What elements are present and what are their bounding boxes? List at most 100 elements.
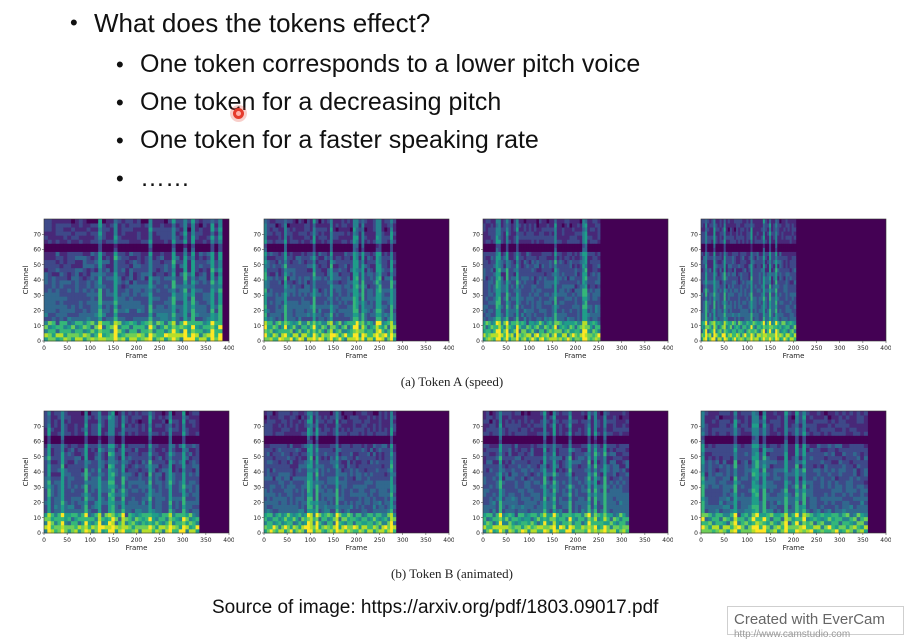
y-axis-label: Channel (242, 458, 250, 487)
x-tick-label: 100 (524, 537, 536, 544)
x-tick-label: 400 (223, 345, 234, 352)
x-tick-label: 400 (223, 537, 234, 544)
x-axis-label: Frame (565, 544, 587, 552)
x-tick-label: 200 (570, 537, 582, 544)
x-tick-label: 100 (85, 537, 97, 544)
y-tick-label: 10 (472, 323, 480, 330)
x-tick-label: 150 (765, 345, 777, 352)
y-tick-label: 60 (253, 247, 261, 254)
y-tick-label: 10 (472, 515, 480, 522)
y-tick-label: 50 (472, 454, 480, 461)
y-tick-label: 50 (690, 454, 698, 461)
y-tick-label: 0 (37, 338, 41, 345)
x-tick-label: 50 (720, 537, 728, 544)
x-tick-label: 250 (154, 537, 166, 544)
x-tick-label: 300 (616, 537, 628, 544)
y-tick-label: 50 (253, 454, 261, 461)
x-tick-label: 150 (547, 345, 559, 352)
sub-bullet-2: One token for a decreasing pitch (140, 88, 501, 117)
y-tick-label: 60 (472, 439, 480, 446)
y-tick-label: 30 (472, 484, 480, 491)
y-tick-label: 10 (33, 515, 41, 522)
x-tick-label: 350 (639, 537, 651, 544)
x-tick-label: 150 (765, 537, 777, 544)
y-tick-label: 30 (690, 484, 698, 491)
spectrogram-image (701, 411, 886, 533)
y-axis-label: Channel (679, 458, 687, 487)
y-tick-label: 0 (37, 530, 41, 537)
x-tick-label: 300 (616, 345, 628, 352)
y-tick-label: 30 (33, 292, 41, 299)
x-tick-label: 0 (481, 537, 485, 544)
bullet-dot: • (116, 128, 124, 154)
x-tick-label: 350 (420, 345, 432, 352)
y-tick-label: 0 (476, 338, 480, 345)
x-axis-label: Frame (565, 352, 587, 360)
x-tick-label: 50 (63, 537, 71, 544)
y-tick-label: 20 (690, 308, 698, 315)
y-tick-label: 30 (690, 292, 698, 299)
y-tick-label: 0 (694, 338, 698, 345)
x-tick-label: 350 (639, 345, 651, 352)
y-tick-label: 20 (472, 308, 480, 315)
x-tick-label: 200 (351, 345, 363, 352)
y-axis-label: Channel (22, 266, 30, 295)
x-tick-label: 0 (699, 537, 703, 544)
x-tick-label: 150 (547, 537, 559, 544)
x-tick-label: 150 (108, 345, 120, 352)
x-tick-label: 250 (811, 345, 823, 352)
y-tick-label: 70 (253, 231, 261, 238)
x-tick-label: 50 (283, 345, 291, 352)
y-tick-label: 40 (472, 277, 480, 284)
y-tick-label: 40 (690, 277, 698, 284)
x-tick-label: 0 (42, 537, 46, 544)
x-tick-label: 350 (857, 537, 869, 544)
y-tick-label: 20 (690, 500, 698, 507)
sub-bullet-3: One token for a faster speaking rate (140, 126, 539, 155)
x-tick-label: 150 (108, 537, 120, 544)
x-tick-label: 200 (788, 537, 800, 544)
y-tick-label: 70 (472, 423, 480, 430)
x-tick-label: 100 (524, 345, 536, 352)
y-tick-label: 70 (472, 231, 480, 238)
x-tick-label: 400 (662, 345, 673, 352)
x-tick-label: 300 (834, 345, 846, 352)
y-tick-label: 50 (472, 262, 480, 269)
y-tick-label: 10 (253, 515, 261, 522)
y-tick-label: 10 (253, 323, 261, 330)
y-axis-label: Channel (461, 266, 469, 295)
x-tick-label: 350 (200, 537, 212, 544)
y-tick-label: 40 (33, 277, 41, 284)
x-tick-label: 300 (397, 345, 409, 352)
y-tick-label: 20 (253, 308, 261, 315)
x-tick-label: 400 (880, 345, 891, 352)
evercam-watermark: Created with EverCam http://www.camstudi… (727, 606, 904, 635)
x-tick-label: 300 (834, 537, 846, 544)
sub-bullet-1: One token corresponds to a lower pitch v… (140, 50, 640, 79)
x-tick-label: 250 (593, 345, 605, 352)
source-citation: Source of image: https://arxiv.org/pdf/1… (212, 597, 658, 619)
spectrogram-image (483, 219, 668, 341)
x-axis-label: Frame (126, 352, 148, 360)
y-tick-label: 20 (33, 308, 41, 315)
y-tick-label: 50 (690, 262, 698, 269)
y-tick-label: 40 (33, 469, 41, 476)
spectrogram-image (44, 411, 229, 533)
x-tick-label: 350 (420, 537, 432, 544)
x-tick-label: 0 (262, 345, 266, 352)
y-tick-label: 10 (690, 323, 698, 330)
y-axis-label: Channel (461, 458, 469, 487)
x-tick-label: 0 (42, 345, 46, 352)
x-tick-label: 100 (742, 537, 754, 544)
sub-bullet-4: …… (140, 164, 190, 193)
x-tick-label: 300 (177, 537, 189, 544)
